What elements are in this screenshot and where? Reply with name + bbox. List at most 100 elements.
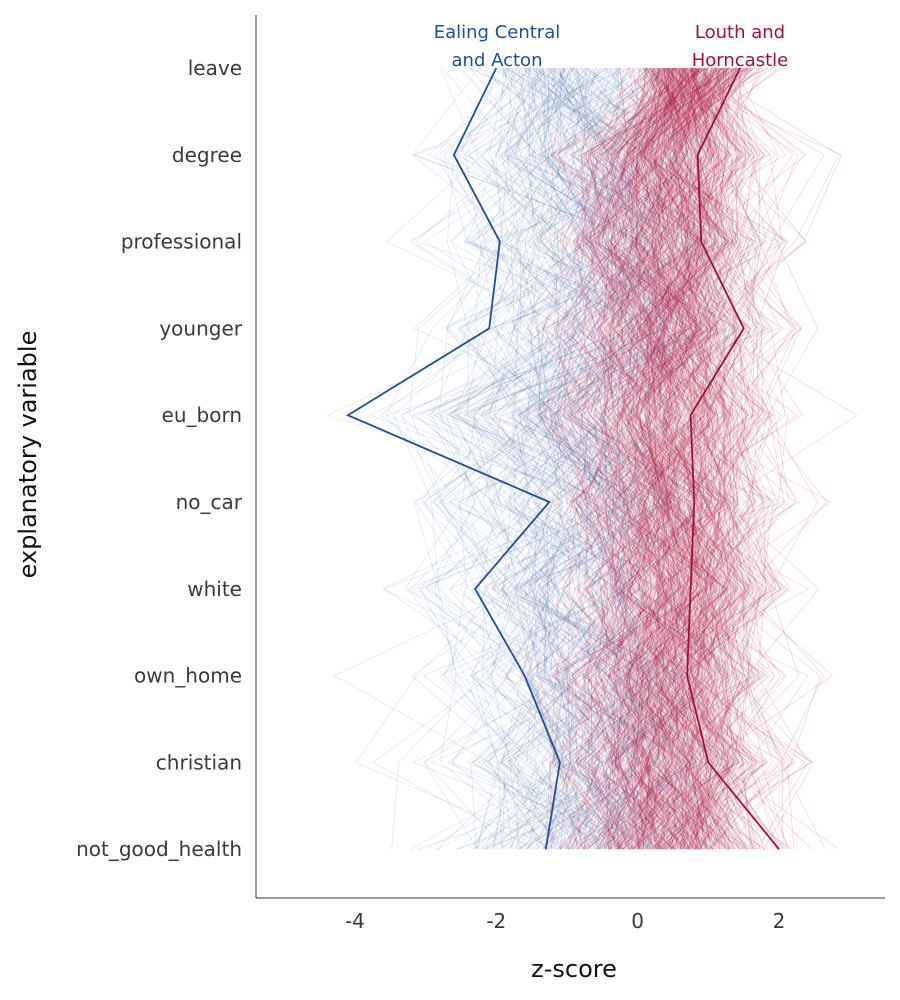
background-line-leave <box>586 67 724 850</box>
y-tick-labels: leave degree professional younger eu_born no_… <box>76 56 243 861</box>
background-line-leave <box>631 67 795 850</box>
background-line-leave <box>571 67 748 850</box>
background-line-leave <box>522 67 748 850</box>
background-line-leave <box>631 67 751 850</box>
background-line-leave <box>608 67 754 850</box>
background-line-remain <box>369 67 670 850</box>
background-line-leave <box>573 67 709 850</box>
background-line-leave <box>626 67 729 850</box>
background-line-leave <box>649 67 809 850</box>
y-axis-title: explanatory variable <box>14 331 42 579</box>
background-line-leave <box>623 67 833 850</box>
background-line-leave <box>547 67 704 850</box>
background-line-leave <box>600 67 738 850</box>
background-line-leave <box>574 67 741 850</box>
background-line-remain <box>527 67 694 850</box>
background-line-leave <box>551 67 727 850</box>
background-line-leave <box>617 67 728 850</box>
background-line-leave <box>624 67 756 850</box>
y-tick-label-christian: christian <box>156 750 242 774</box>
background-line-remain <box>482 67 702 850</box>
background-line-leave <box>620 67 764 850</box>
background-line-leave <box>602 67 723 850</box>
background-line-leave <box>571 67 727 850</box>
background-line-leave <box>532 67 747 850</box>
background-line-remain <box>470 67 668 850</box>
background-line-leave <box>656 67 763 850</box>
background-line-leave <box>629 67 714 850</box>
background-line-remain <box>438 67 693 850</box>
background-line-remain <box>442 67 759 850</box>
background-line-leave <box>594 67 698 850</box>
background-line-leave <box>621 67 747 850</box>
background-line-remain <box>508 67 757 850</box>
background-line-leave <box>638 67 781 850</box>
background-line-leave <box>645 67 747 850</box>
background-line-leave <box>624 67 743 850</box>
background-line-leave <box>509 67 672 850</box>
y-tick-label-not-good-health: not_good_health <box>76 837 242 861</box>
background-line-remain <box>513 67 691 850</box>
background-line-remain <box>446 67 752 850</box>
background-line-remain <box>447 67 661 850</box>
background-line-remain <box>437 67 662 850</box>
background-line-remain <box>488 67 684 850</box>
y-tick-label-leave: leave <box>188 56 242 80</box>
background-line-leave <box>583 67 761 850</box>
background-line-leave <box>569 67 732 850</box>
background-line-leave <box>594 67 708 850</box>
background-line-leave <box>664 67 777 850</box>
background-line-leave <box>592 67 742 850</box>
background-line-leave <box>641 67 774 850</box>
background-line-remain <box>561 67 692 850</box>
background-line-leave <box>649 67 828 850</box>
background-line-leave <box>547 67 723 850</box>
background-line-leave <box>586 67 692 850</box>
background-line-leave <box>631 67 726 850</box>
background-line-remain <box>489 67 691 850</box>
background-line-leave <box>561 67 707 850</box>
background-line-leave <box>606 67 685 850</box>
background-line-leave <box>586 67 703 850</box>
background-line-leave <box>563 67 749 850</box>
background-line-leave <box>628 67 755 850</box>
background-line-leave <box>533 67 710 850</box>
background-line-remain <box>325 67 644 850</box>
background-line-leave <box>631 67 797 850</box>
background-line-remain <box>413 67 673 850</box>
background-line-leave <box>649 67 719 850</box>
background-line-leave <box>683 67 802 850</box>
background-line-leave <box>652 67 742 850</box>
background-line-leave <box>673 67 776 850</box>
background-line-leave <box>660 67 776 850</box>
background-line-leave <box>636 67 820 850</box>
background-line-leave <box>611 67 716 850</box>
background-line-leave <box>654 67 762 850</box>
background-line-remain <box>503 67 769 850</box>
x-tick-label: 0 <box>631 909 644 933</box>
series-label-line: Ealing Central <box>434 22 561 43</box>
background-line-leave <box>617 67 714 850</box>
background-line-leave <box>568 67 749 850</box>
background-line-leave <box>561 67 721 850</box>
background-line-leave <box>564 67 702 850</box>
background-line-remain <box>440 67 666 850</box>
background-line-leave <box>645 67 753 850</box>
background-line-leave <box>529 67 730 850</box>
background-line-remain <box>512 67 679 850</box>
background-line-remain <box>445 67 606 850</box>
background-line-remain <box>463 67 667 850</box>
background-line-remain <box>413 67 655 850</box>
background-line-remain <box>517 67 649 850</box>
background-line-leave <box>610 67 709 850</box>
background-line-leave <box>609 67 753 850</box>
background-line-leave <box>556 67 701 850</box>
background-line-leave <box>609 67 737 850</box>
background-line-leave <box>658 67 780 850</box>
background-line-leave <box>609 67 769 850</box>
x-axis-title: z-score <box>531 955 617 983</box>
background-line-leave <box>559 67 677 850</box>
background-line-leave <box>617 67 720 850</box>
background-line-leave <box>599 67 726 850</box>
background-line-leave <box>611 67 739 850</box>
